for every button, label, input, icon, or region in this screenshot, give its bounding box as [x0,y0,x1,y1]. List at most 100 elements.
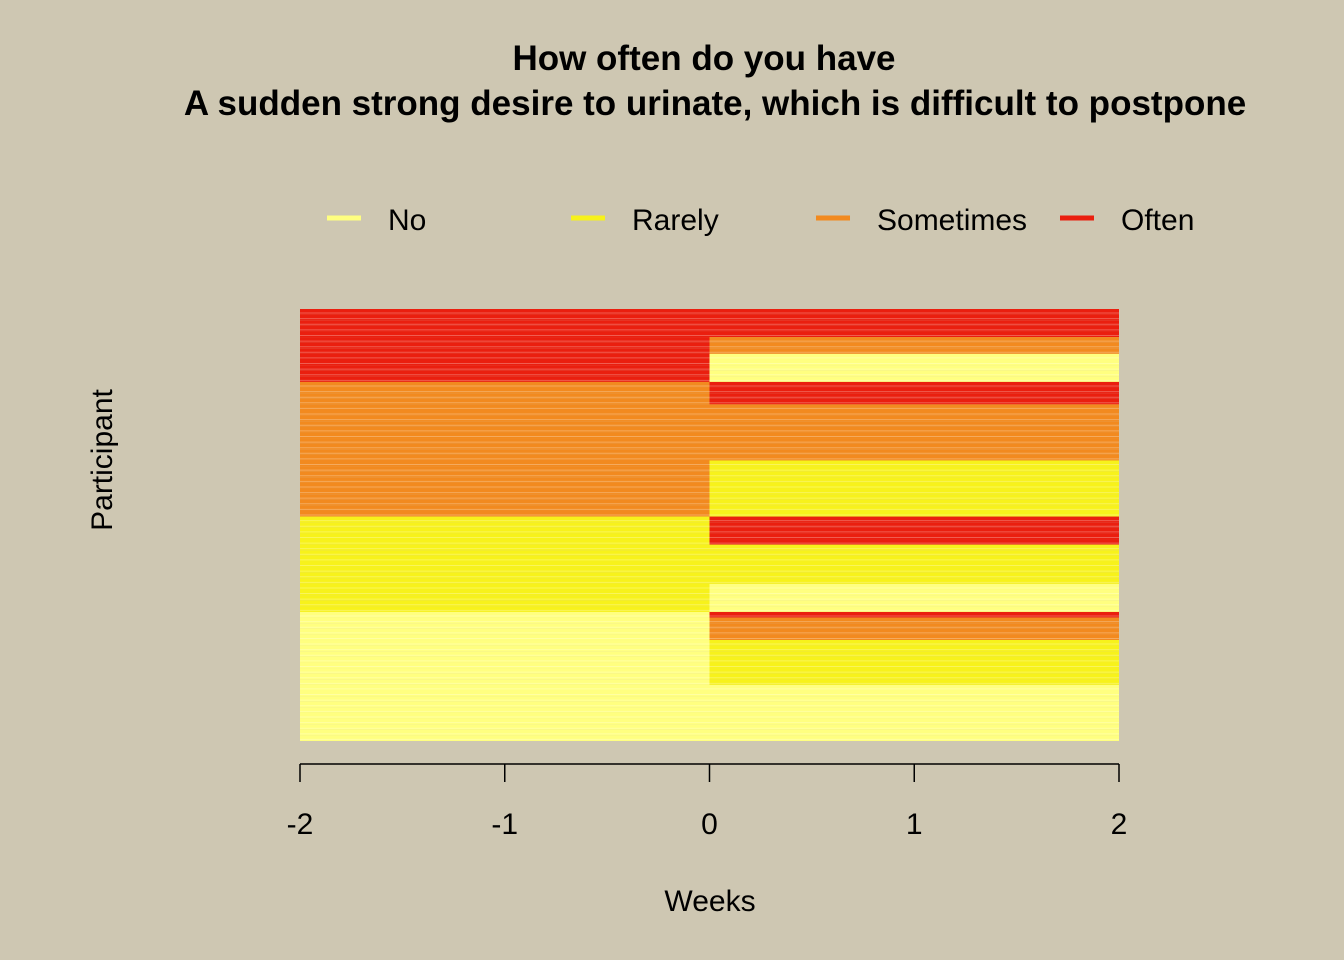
cell-after [709,662,1119,669]
cell-before [300,600,710,607]
cell-before [300,466,710,472]
chart-title-line-1: How often do you have [512,39,895,78]
cell-after [709,684,1119,691]
participant-row [300,314,1119,321]
cell-after [709,623,1119,629]
cell-before [300,314,710,321]
participant-row [300,376,1119,382]
participant-row [300,623,1119,629]
cell-after [709,482,1119,489]
cell-after [709,656,1119,663]
cell-after [709,359,1119,366]
legend-label: Sometimes [877,204,1027,237]
cell-before [300,353,710,360]
participant-row [300,640,1119,646]
cell-before [300,684,710,691]
x-axis-title: Weeks [664,885,755,918]
cell-before [300,583,710,590]
cell-after [709,415,1119,422]
cell-after [709,432,1119,439]
x-tick-label: -1 [491,808,518,841]
participant-row [300,724,1119,730]
cell-before [300,634,710,641]
participant-row [300,718,1119,725]
cell-before [300,718,710,725]
x-axis: -2 -1 0 1 2 [287,763,1127,841]
cell-before [300,539,710,545]
participant-row [300,707,1119,713]
legend: No Rarely Sometimes Often [327,204,1194,237]
participant-row [300,449,1119,455]
participant-row [300,690,1119,697]
cell-after [709,393,1119,399]
participant-row [300,309,1119,315]
cell-before [300,533,710,540]
participant-row [300,595,1119,601]
cell-before [300,724,710,730]
cell-before [300,527,710,534]
participant-row [300,550,1119,556]
cell-before [300,471,710,478]
cell-before [300,320,710,326]
cell-before [300,443,710,450]
cell-before [300,454,710,461]
cell-after [709,499,1119,506]
participant-row [300,651,1119,657]
cell-before [300,499,710,506]
cell-before [300,729,710,736]
participant-row [300,516,1119,523]
participant-row [300,353,1119,360]
cell-after [709,561,1119,568]
cell-after [709,707,1119,713]
participant-row [300,735,1119,741]
cell-before [300,398,710,405]
cell-after [709,567,1119,573]
cell-before [300,679,710,685]
cell-after [709,376,1119,382]
participant-row [300,454,1119,461]
participant-row [300,421,1119,427]
participant-row [300,696,1119,702]
participant-row [300,539,1119,545]
cell-before [300,712,710,719]
cell-after [709,320,1119,326]
participant-row [300,398,1119,405]
cell-after [709,331,1119,338]
plot-area [300,309,1119,741]
participant-row [300,600,1119,607]
cell-before [300,460,710,467]
participant-row [300,325,1119,332]
cell-before [300,359,710,366]
cell-after [709,438,1119,444]
x-tick-label: 0 [701,808,718,841]
chart-title-line-2: A sudden strong desire to urinate, which… [184,84,1246,123]
participant-row [300,409,1119,416]
participant-row [300,544,1119,551]
cell-before [300,561,710,568]
participant-row [300,712,1119,719]
participant-row [300,572,1119,579]
cell-before [300,606,710,612]
cell-before [300,617,710,624]
cell-after [709,325,1119,332]
cell-before [300,421,710,427]
cell-before [300,595,710,601]
cell-before [300,342,710,349]
cell-before [300,735,710,741]
participant-row [300,365,1119,371]
cell-after [709,398,1119,405]
cell-after [709,589,1119,596]
cell-before [300,645,710,652]
cell-after [709,510,1119,517]
cell-after [709,701,1119,708]
cell-before [300,426,710,433]
cell-before [300,522,710,528]
cell-before [300,550,710,556]
cell-after [709,718,1119,725]
cell-before [300,438,710,444]
cell-after [709,309,1119,315]
cell-after [709,673,1119,680]
legend-label: No [388,204,426,237]
cell-before [300,477,710,483]
cell-after [709,645,1119,652]
